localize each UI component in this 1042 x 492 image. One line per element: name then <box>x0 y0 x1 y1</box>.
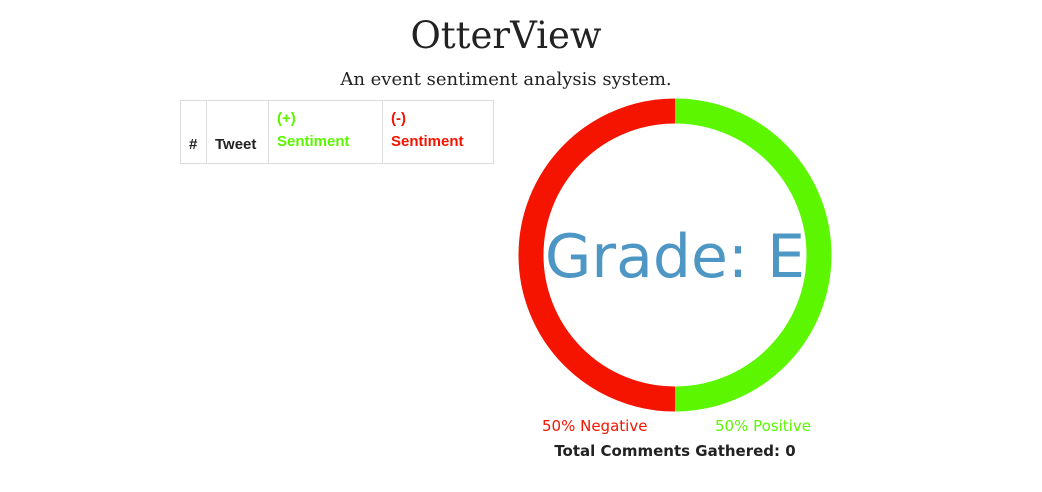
column-header-number: # <box>180 100 207 164</box>
grade-label: Grade: E <box>545 222 805 292</box>
column-header-positive-label: Sentiment <box>277 133 350 150</box>
column-header-number-label: # <box>189 136 198 153</box>
sentiment-donut-chart: Grade: E <box>518 98 832 412</box>
app-subtitle: An event sentiment analysis system. <box>340 69 672 90</box>
negative-legend: 50% Negative <box>542 417 648 435</box>
column-header-positive-sign: (+) <box>277 110 296 127</box>
column-header-negative: (-) Sentiment <box>382 100 494 164</box>
total-comments: Total Comments Gathered: 0 <box>554 442 796 460</box>
positive-legend: 50% Positive <box>715 417 811 435</box>
column-header-positive: (+) Sentiment <box>268 100 383 164</box>
negative-arc <box>518 98 676 412</box>
column-header-negative-label: Sentiment <box>391 133 464 150</box>
app-title: OtterView <box>410 14 602 57</box>
table-header-row: # Tweet (+) Sentiment (-) Sentiment <box>180 100 494 164</box>
column-header-negative-sign: (-) <box>391 110 406 127</box>
positive-arc <box>674 98 832 412</box>
column-header-tweet: Tweet <box>206 100 269 164</box>
tweet-table: # Tweet (+) Sentiment (-) Sentiment <box>180 100 494 164</box>
column-header-tweet-label: Tweet <box>215 136 257 153</box>
